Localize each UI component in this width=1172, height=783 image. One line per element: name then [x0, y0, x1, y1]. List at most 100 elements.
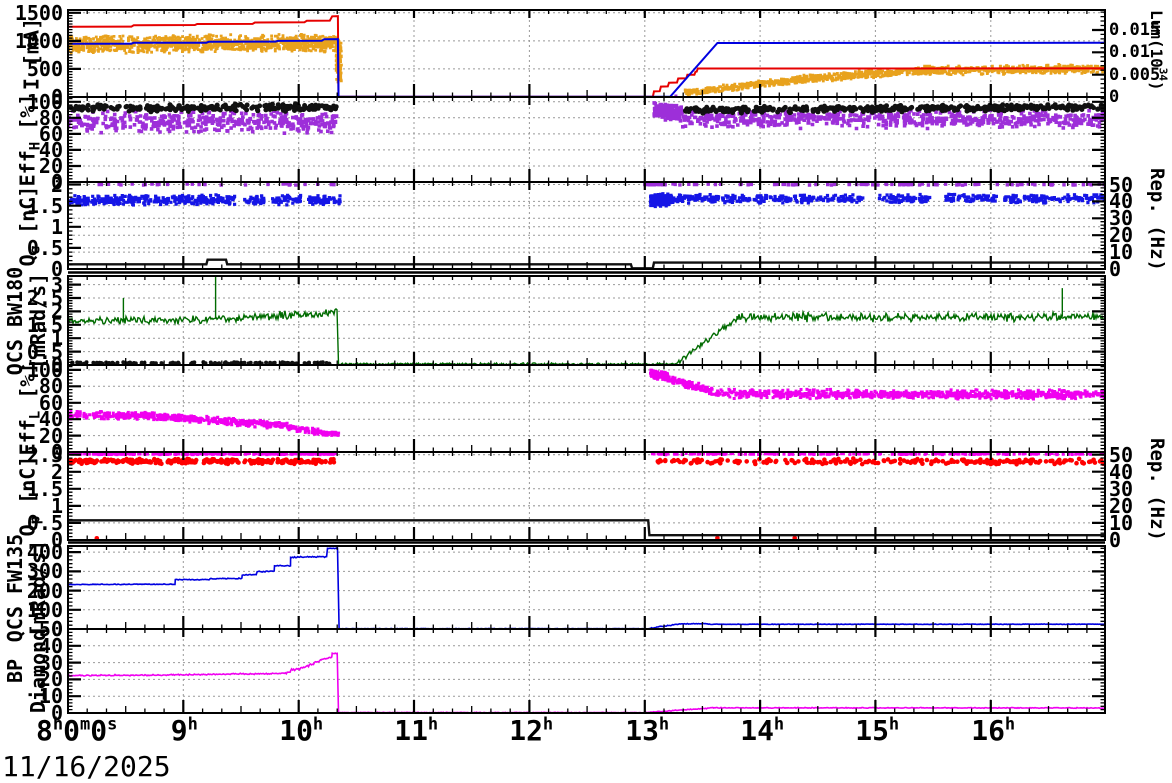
y-tick-label: 100	[26, 358, 63, 382]
x-axis-label: 13h	[625, 714, 670, 747]
right-tick-label: 0	[1109, 257, 1122, 281]
y-tick-label: 2.5	[26, 443, 63, 467]
y-tick-label: 500	[26, 57, 63, 81]
series-charge-p-red	[68, 456, 1105, 467]
right-axis-title-rep: Rep. (Hz)	[1146, 168, 1168, 271]
x-axis-label: 9h	[170, 714, 198, 747]
panel-title-I: I [mA]	[19, 17, 44, 91]
y-tick-label: 2.5	[26, 286, 63, 310]
x-axis-label: 15h	[855, 714, 900, 747]
y-tick-label: 1000	[14, 29, 63, 53]
y-tick-label: 50	[38, 617, 63, 641]
panel-FW135	[68, 547, 1105, 629]
series-rep-rate-e	[68, 258, 1105, 269]
right-tick-label: 0.01	[1109, 42, 1150, 62]
right-tick-label: 50	[1109, 173, 1134, 197]
panel-BW180	[68, 276, 1105, 365]
y-tick-label: 1.5	[26, 313, 63, 337]
right-tick-label: 20	[1109, 494, 1134, 518]
right-tick-label: 0.015	[1109, 20, 1161, 40]
y-tick-label: 300	[26, 559, 63, 583]
right-tick-label: 0	[1109, 528, 1122, 552]
x-axis-label: 11h	[394, 714, 439, 747]
panel-title-Qe: Qe [nC]	[15, 185, 44, 267]
right-axis-title-lum: Lum(1034)	[1147, 10, 1170, 91]
series-eff-h-black	[68, 101, 1105, 116]
series-qp-zero-red	[715, 535, 720, 540]
y-tick-label: 60	[38, 122, 63, 146]
series-marker-purple	[674, 94, 678, 97]
right-tick-label: 40	[1109, 460, 1134, 484]
y-tick-label: 2	[50, 173, 63, 197]
right-tick-label: 30	[1109, 206, 1134, 230]
y-tick-label: 1500	[14, 1, 63, 25]
y-tick-label: 0	[50, 85, 63, 109]
x-axis-label: 16h	[971, 714, 1016, 747]
panel-title-BP: BP Diamond	[3, 628, 50, 714]
y-tick-label: 100	[26, 598, 63, 622]
y-tick-label: 20	[38, 154, 63, 178]
y-tick-label: 20	[38, 667, 63, 691]
x-axis-label: 12h	[509, 714, 554, 747]
right-tick-label: 10	[1109, 240, 1134, 264]
y-tick-label: 20	[38, 424, 63, 448]
y-tick-label: 400	[26, 540, 63, 564]
panel-EffH	[68, 101, 1105, 135]
y-tick-label: 0.5	[26, 511, 63, 535]
y-tick-label: 0	[50, 257, 63, 281]
series-loss-fw135-blue	[68, 547, 1105, 629]
y-tick-label: 0	[50, 701, 63, 725]
series-rep-rate-p	[68, 519, 1105, 537]
x-axis-start-label: 8h0m0s	[36, 714, 118, 747]
y-tick-label: 40	[38, 634, 63, 658]
y-tick-label: 30	[38, 651, 63, 675]
series-qp-zero-red	[792, 535, 797, 540]
y-tick-label: 1.5	[26, 477, 63, 501]
series-qe-top-purple	[97, 182, 1105, 187]
x-axis-label: 14h	[740, 714, 785, 747]
series-current-limit-red	[68, 15, 1105, 97]
y-tick-label: 200	[26, 579, 63, 603]
right-axis-title-rep: Rep. (Hz)	[1146, 438, 1168, 541]
x-axis-label: 10h	[279, 714, 324, 747]
y-tick-label: 2	[50, 460, 63, 484]
y-tick-label: 0	[50, 617, 63, 641]
y-tick-label: 0	[50, 353, 63, 377]
panel-title-EffL: EffL [%]	[15, 362, 44, 456]
right-tick-label: 50	[1109, 443, 1134, 467]
right-tick-label: 10	[1109, 511, 1134, 535]
y-tick-label: 1	[50, 215, 63, 239]
series-qp-top-magenta	[68, 452, 1105, 457]
y-tick-label: 80	[38, 106, 63, 130]
y-tick-label: 0.5	[26, 236, 63, 260]
panel-Qe	[68, 182, 1105, 269]
y-tick-label: 1	[50, 494, 63, 518]
y-tick-label: 0	[50, 440, 63, 464]
y-tick-label: 0.5	[26, 340, 63, 364]
y-tick-label: 0	[50, 170, 63, 194]
panel-I	[68, 15, 1105, 97]
y-tick-label: 40	[38, 138, 63, 162]
right-tick-label: 30	[1109, 477, 1134, 501]
right-tick-label: 40	[1109, 189, 1134, 213]
y-tick-label: 1	[50, 326, 63, 350]
series-charge-e-blue	[68, 192, 1105, 209]
y-tick-label: 0	[50, 528, 63, 552]
y-tick-label: 2	[50, 299, 63, 323]
y-tick-label: 40	[38, 407, 63, 431]
y-tick-label: 100	[26, 90, 63, 114]
panel-title-EffH: EffH [%]	[15, 93, 44, 187]
y-tick-label: 10	[38, 684, 63, 708]
y-tick-label: 1.5	[26, 194, 63, 218]
panel-title-Qp: Qp [nC]	[15, 455, 44, 537]
right-tick-label: 0.005	[1109, 65, 1161, 85]
series-bp-diamond-magenta	[68, 652, 1105, 713]
right-tick-label: 0	[1109, 87, 1120, 107]
right-tick-label: 20	[1109, 223, 1134, 247]
panel-Qp	[68, 452, 1105, 540]
date-label: 11/16/2025	[2, 750, 171, 783]
y-tick-label: 3	[50, 273, 63, 297]
y-tick-label: 60	[38, 391, 63, 415]
